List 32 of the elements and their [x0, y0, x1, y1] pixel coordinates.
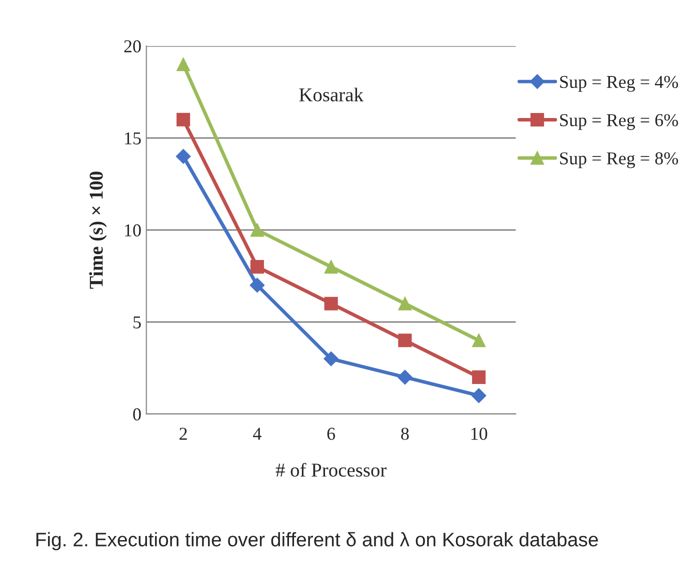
point	[472, 334, 486, 348]
y-tick-label: 5	[134, 316, 141, 328]
point	[398, 370, 412, 385]
y-tick-label: 10	[125, 224, 141, 236]
caption: Fig. 2. Execution time over different δ and λ on Kosorak database	[36, 532, 598, 550]
point	[176, 149, 191, 164]
point	[250, 278, 265, 293]
y-tick-label: 15	[125, 132, 141, 144]
point	[324, 296, 338, 310]
y-tick-label: 0	[133, 408, 141, 420]
point	[471, 388, 486, 403]
annotation: Kosarak	[299, 88, 364, 102]
point	[324, 260, 338, 274]
legend-label: Sup = Reg = 4%	[560, 76, 678, 92]
legend-label: Sup = Reg = 6%	[560, 114, 678, 130]
point	[472, 370, 486, 384]
point	[398, 334, 412, 348]
x-tick-label: 4	[253, 428, 262, 440]
point	[324, 351, 338, 366]
point	[176, 58, 190, 72]
y-axis-title: Time (s) × 100	[89, 172, 107, 289]
x-tick-label: 6	[327, 428, 336, 440]
legend-label: Sup = Reg = 8%	[560, 152, 678, 168]
x-tick-label: 10	[471, 428, 488, 440]
point	[250, 260, 264, 274]
x-tick-label: 2	[180, 428, 187, 440]
x-axis-title: # of Processor	[276, 462, 387, 477]
point	[398, 296, 412, 310]
y-tick-label: 20	[124, 40, 141, 52]
point	[250, 223, 264, 237]
point	[176, 112, 190, 126]
x-tick-label: 8	[401, 428, 409, 440]
